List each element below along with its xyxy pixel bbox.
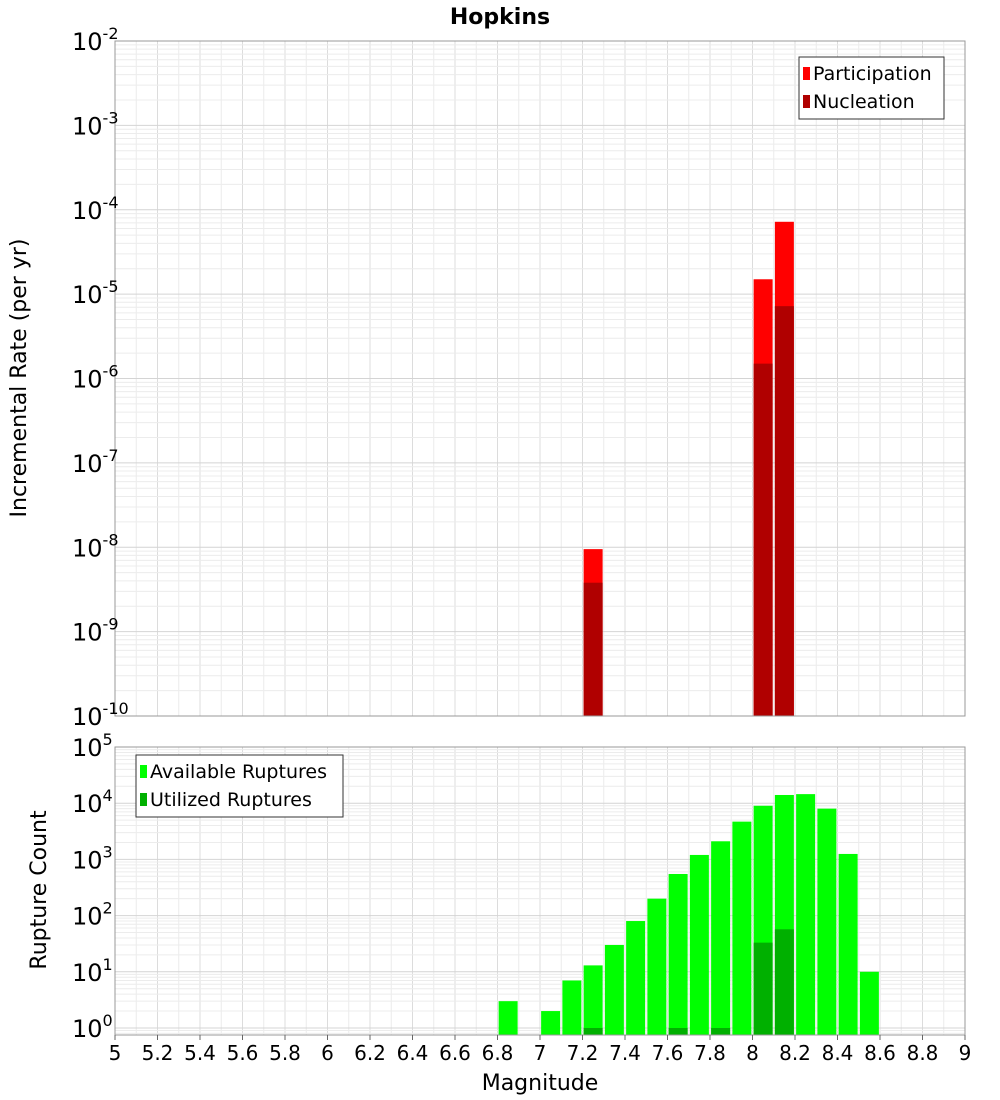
x-tick-label: 6 (321, 1041, 334, 1065)
x-tick-label: 6.4 (397, 1041, 429, 1065)
x-tick-label: 6.2 (354, 1041, 386, 1065)
top-bar-nucleation (774, 306, 794, 716)
top-y-tick-label: 10-9 (72, 615, 119, 647)
x-tick-label: 8 (746, 1041, 759, 1065)
top-y-tick-label: 10-6 (72, 362, 119, 394)
top-bar-nucleation (583, 582, 603, 716)
x-tick-label: 8.4 (822, 1041, 854, 1065)
bottom-legend-swatch (140, 765, 147, 778)
chart-title: Hopkins (450, 5, 550, 30)
bottom-legend-label: Utilized Ruptures (150, 789, 312, 811)
top-legend-swatch (803, 95, 810, 108)
bottom-y-tick-label: 102 (72, 899, 113, 931)
x-tick-label: 8.2 (779, 1041, 811, 1065)
top-y-axis-label: Incremental Rate (per yr) (7, 239, 32, 518)
bottom-y-tick-label: 104 (72, 786, 113, 818)
bottom-bar-available-ruptures (562, 980, 582, 1035)
top-legend-label: Nucleation (813, 91, 915, 113)
top-y-tick-label: 10-2 (72, 24, 119, 56)
bottom-bar-available-ruptures (647, 898, 667, 1035)
bottom-legend-swatch (140, 793, 147, 806)
x-axis-label: Magnitude (482, 1071, 599, 1096)
bottom-y-tick-label: 101 (72, 955, 113, 987)
bottom-y-axis-label: Rupture Count (27, 810, 52, 970)
top-y-tick-label: 10-7 (72, 446, 119, 478)
bottom-y-tick-label: 105 (72, 730, 113, 762)
bottom-bar-available-ruptures (817, 808, 837, 1035)
x-tick-label: 7 (534, 1041, 547, 1065)
bottom-bar-utilized-ruptures (668, 1027, 688, 1035)
bottom-bar-utilized-ruptures (583, 1027, 603, 1035)
x-tick-label: 7.4 (609, 1041, 641, 1065)
top-y-tick-label: 10-5 (72, 277, 119, 309)
bottom-legend-label: Available Ruptures (150, 761, 327, 783)
bottom-y-tick-label: 103 (72, 842, 113, 874)
x-tick-label: 5.8 (269, 1041, 301, 1065)
x-tick-label: 6.6 (439, 1041, 471, 1065)
top-y-tick-label: 10-4 (72, 193, 119, 225)
top-bar-nucleation (753, 363, 773, 716)
x-tick-label: 5.2 (142, 1041, 174, 1065)
top-legend-swatch (803, 67, 810, 80)
bottom-bar-available-ruptures (796, 794, 816, 1035)
bottom-bar-available-ruptures (541, 1011, 561, 1035)
top-y-tick-label: 10-10 (72, 699, 129, 731)
x-tick-label: 5 (109, 1041, 122, 1065)
top-legend (798, 56, 945, 120)
top-y-tick-label: 10-3 (72, 108, 119, 140)
bottom-bar-utilized-ruptures (711, 1027, 731, 1035)
x-tick-label: 8.6 (864, 1041, 896, 1065)
bottom-bar-available-ruptures (859, 971, 879, 1035)
bottom-bar-utilized-ruptures (753, 942, 773, 1035)
top-panel: 10-10 10-9 10-8 10-7 10-6 10-5 10-4 10-3 10-2 Par… (72, 24, 966, 731)
x-tick-label: 6.8 (482, 1041, 514, 1065)
top-y-tick-label: 10-8 (72, 530, 119, 562)
bottom-bar-utilized-ruptures (774, 929, 794, 1035)
bottom-bar-available-ruptures (583, 965, 603, 1035)
x-tick-label: 5.4 (184, 1041, 216, 1065)
x-tick-label: 5.6 (227, 1041, 259, 1065)
bottom-bar-available-ruptures (626, 921, 646, 1035)
bottom-bar-available-ruptures (498, 1001, 518, 1035)
bottom-bar-available-ruptures (838, 853, 858, 1035)
bottom-panel: 100 101 102 103 104 105 Available Ruptures Util… (72, 730, 966, 1043)
x-tick-label: 7.2 (567, 1041, 599, 1065)
bottom-bar-available-ruptures (711, 841, 731, 1035)
bottom-bar-available-ruptures (604, 944, 624, 1035)
bottom-bar-available-ruptures (689, 854, 709, 1035)
bottom-bar-available-ruptures (668, 873, 688, 1035)
x-tick-label: 8.8 (907, 1041, 939, 1065)
top-plot-border (114, 40, 966, 717)
x-tick-label: 7.8 (694, 1041, 726, 1065)
bottom-legend (135, 754, 344, 818)
top-legend-label: Participation (813, 63, 932, 85)
bottom-y-tick-label: 100 (72, 1011, 113, 1043)
x-tick-label: 9 (959, 1041, 972, 1065)
bottom-bar-available-ruptures (732, 821, 752, 1035)
x-tick-label: 7.6 (652, 1041, 684, 1065)
